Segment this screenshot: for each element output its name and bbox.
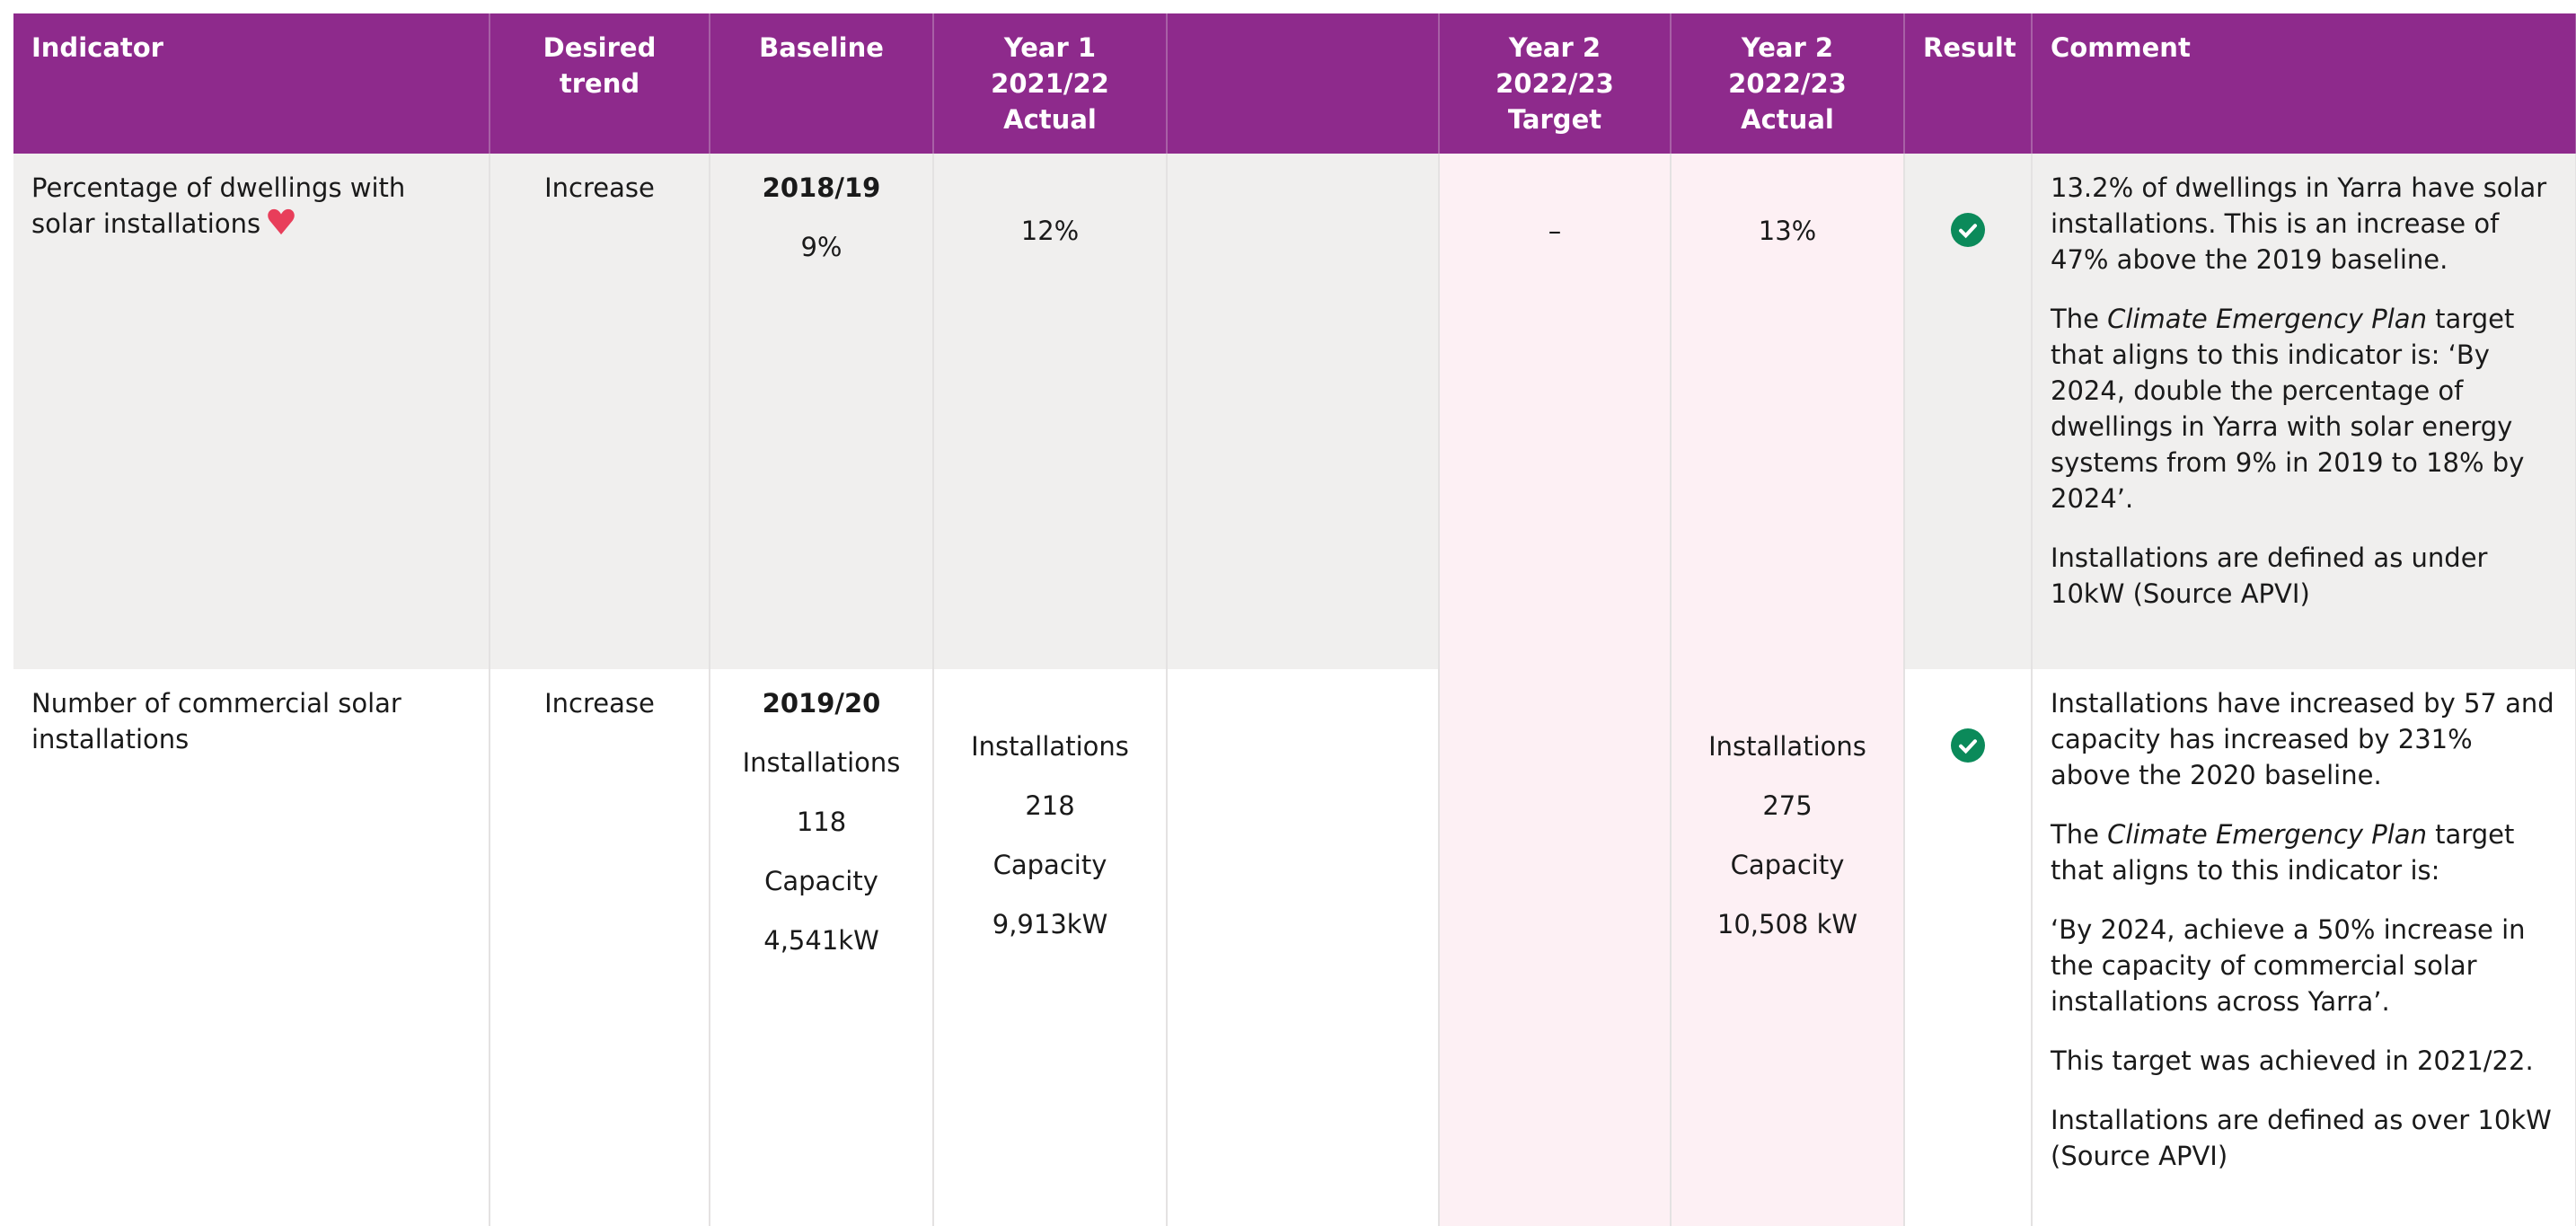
blank-cell [1167,154,1440,669]
comment-paragraph: 13.2% of dwellings in Yarra have solar i… [2051,170,2557,278]
comment-text: The [2051,819,2108,850]
baseline-cell: 2019/20 Installations 118 Capacity 4,541kW [710,669,934,1226]
year1-value: 12% [1020,216,1080,246]
comment-paragraph: This target was achieved in 2021/22. [2051,1043,2557,1079]
year2-target-value: – [1548,216,1562,246]
indicator-cell: Number of commercial solar installations [13,669,490,1226]
baseline-period: 2018/19 [762,172,881,203]
comment-text: The [2051,304,2108,334]
check-icon [1951,728,1985,763]
comment-italic: Climate Emergency Plan [2107,304,2427,334]
trend-cell: Increase [490,669,710,1226]
indicator-cell: Percentage of dwellings with solar insta… [13,154,490,669]
comment-cell: Installations have increased by 57 and c… [2032,669,2576,1226]
indicator-table: Indicator Desired trend Baseline Year 1 … [13,13,2576,1226]
year1-value: Installations [971,731,1129,762]
year2-actual-value: 275 [1762,790,1813,821]
indicator-text: Percentage of dwellings with solar insta… [31,172,406,239]
baseline-value: 9% [800,232,842,262]
comment-paragraph: ‘By 2024, achieve a 50% increase in the … [2051,912,2557,1019]
data-row: Number of commercial solar installations… [13,669,2576,1226]
header-cell: Baseline [710,13,934,154]
comment-text: Installations are defined as under 10kW … [2051,542,2488,609]
year1-value: Capacity [992,850,1107,880]
baseline-value: 118 [796,807,847,837]
indicator-text: Number of commercial solar installations [31,688,401,754]
page: Indicator Desired trend Baseline Year 1 … [13,13,2576,1226]
result-cell [1904,154,2033,669]
comment-text: Installations are defined as over 10kW (… [2051,1105,2552,1171]
year1-cell: Installations 218 Capacity 9,913kW [933,669,1168,1226]
year2-actual-value: Capacity [1730,850,1845,880]
trend-cell: Increase [490,154,710,669]
header-cell: Indicator [13,13,490,154]
year1-value: 218 [1025,790,1075,821]
header-cell: Year 2 2022/23 Actual [1671,13,1905,154]
blank-cell [1167,669,1440,1226]
year2-actual-cell: 13% [1671,154,1905,669]
header-cell: Result [1904,13,2033,154]
check-icon [1951,213,1985,247]
comment-paragraph: The Climate Emergency Plan target that a… [2051,301,2557,516]
comment-text: 13.2% of dwellings in Yarra have solar i… [2051,172,2547,275]
year1-value: 9,913kW [992,909,1108,939]
year2-actual-value: 10,508 kW [1716,909,1858,939]
header-cell: Desired trend [490,13,710,154]
header-cell [1167,13,1440,154]
comment-paragraph: The Climate Emergency Plan target that a… [2051,816,2557,888]
comment-text: target that aligns to this indicator is: [2051,819,2515,886]
baseline-period: 2019/20 [762,688,881,719]
data-row: Percentage of dwellings with solar insta… [13,154,2576,669]
year2-actual-value: Installations [1708,731,1866,762]
comment-cell: 13.2% of dwellings in Yarra have solar i… [2032,154,2576,669]
header-row: Indicator Desired trend Baseline Year 1 … [13,13,2576,154]
year1-cell: 12% [933,154,1168,669]
comment-text: This target was achieved in 2021/22. [2051,1045,2534,1076]
baseline-value: Capacity [764,866,878,896]
heart-icon [268,208,295,235]
header-cell: Year 2 2022/23 Target [1439,13,1672,154]
comment-text: target that aligns to this indicator is:… [2051,304,2525,514]
comment-paragraph: Installations are defined as under 10kW … [2051,540,2557,612]
comment-paragraph: Installations are defined as over 10kW (… [2051,1102,2557,1174]
comment-text: ‘By 2024, achieve a 50% increase in the … [2051,914,2526,1017]
result-cell [1904,669,2033,1226]
comment-italic: Climate Emergency Plan [2107,819,2427,850]
header-cell: Comment [2032,13,2576,154]
baseline-value: 4,541kW [763,925,879,956]
comment-paragraph: Installations have increased by 57 and c… [2051,685,2557,793]
year2-target-cell: – [1439,154,1672,669]
baseline-value: Installations [742,747,901,778]
year2-actual-value: 13% [1758,216,1817,246]
comment-text: Installations have increased by 57 and c… [2051,688,2554,790]
year2-actual-cell: Installations 275 Capacity 10,508 kW [1671,669,1905,1226]
baseline-cell: 2018/19 9% [710,154,934,669]
header-cell: Year 1 2021/22 Actual [933,13,1168,154]
year2-target-cell [1439,669,1672,1226]
